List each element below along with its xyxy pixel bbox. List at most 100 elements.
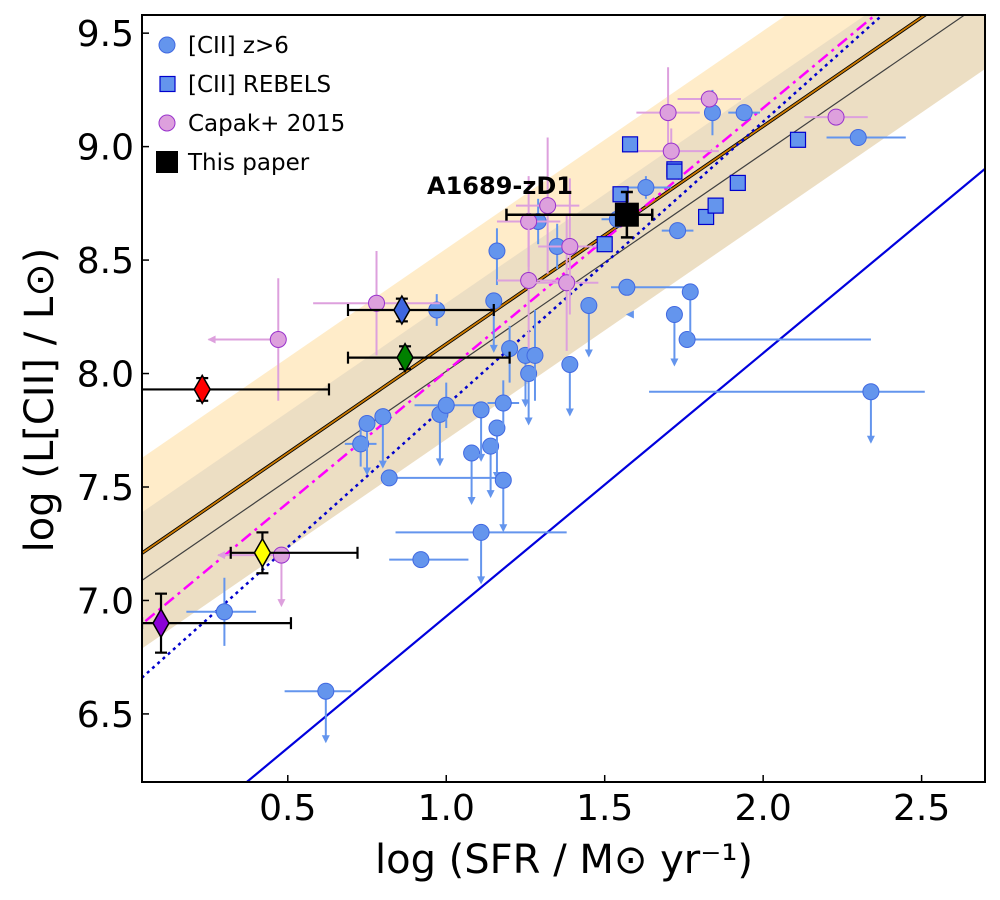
marker-capak (539, 197, 557, 215)
x-tick-label: 2.0 (735, 788, 792, 829)
relation-line-1 (142, 15, 966, 582)
marker-capak (520, 272, 538, 289)
point-cii-z6 (380, 469, 501, 487)
marker-rebels (596, 236, 613, 253)
marker-cii-z6 (317, 682, 335, 700)
marker-cii-z6 (437, 396, 455, 414)
arrow-head (477, 453, 486, 462)
marker-cii-z6 (669, 222, 687, 240)
point-cii-z6 (665, 306, 683, 367)
point-cii-z6 (561, 355, 579, 417)
point-cii-z6 (395, 523, 567, 585)
legend-entry: [CII] z>6 (158, 33, 289, 59)
point-rebels (729, 174, 746, 192)
legend-label: [CII] REBELS (188, 72, 331, 98)
point-cii-z6 (374, 408, 392, 469)
legend-marker (159, 75, 176, 93)
point-this-paper (505, 190, 654, 239)
arrow-head (378, 460, 387, 469)
x-tick-label: 0.5 (259, 788, 316, 829)
point-cii-z6 (463, 444, 481, 505)
marker-cii-z6 (380, 469, 398, 487)
marker-cii-z6 (561, 355, 579, 373)
confidence-bands (142, 15, 985, 649)
marker-rebels (729, 174, 746, 192)
marker-cii-z6 (580, 296, 598, 314)
relation-line-0 (142, 15, 927, 555)
band-1 (142, 15, 985, 649)
marker-capak (561, 237, 579, 255)
point-diamond (142, 373, 331, 405)
point-capak (677, 90, 741, 108)
point-rebels (596, 236, 613, 253)
point-cii-z6 (358, 414, 376, 476)
arrow-head (584, 349, 593, 358)
point-cii-z6 (620, 176, 672, 199)
annotation-a1689: A1689-zD1 (427, 172, 573, 200)
legend-label: [CII] z>6 (188, 33, 289, 59)
point-diamond (229, 531, 359, 575)
marker-cii-z6 (488, 242, 506, 260)
marker-cii-z6 (358, 414, 376, 432)
point-cii-z6 (681, 283, 699, 344)
marker-cii-z6 (520, 365, 538, 383)
point-capak (313, 251, 440, 356)
point-rebels (789, 131, 807, 148)
arrow-head (277, 599, 286, 608)
point-cii-z6 (520, 365, 538, 426)
marker-cii-z6 (618, 278, 636, 296)
arrow-head (321, 735, 330, 744)
arrow-head (363, 467, 372, 476)
point-diamond (142, 592, 293, 654)
point-capak (217, 546, 290, 608)
marker-cii-z6 (637, 178, 655, 196)
axes: 0.5 1.0 1.5 2.0 2.5 6.5 7.0 7.5 8.0 8.5 9.0 9.5 (77, 14, 951, 829)
point-cii-z6 (649, 383, 925, 444)
marker-rebels (789, 131, 807, 148)
arrow-head (866, 435, 875, 444)
marker-capak (662, 142, 680, 160)
marker-diamond (152, 607, 170, 639)
marker-diamond (393, 294, 411, 326)
arrow-head (486, 490, 495, 499)
y-tick-label: 7.0 (77, 581, 134, 622)
marker-cii-z6 (488, 419, 506, 437)
point-cii-z6 (487, 380, 520, 426)
marker-capak (827, 108, 845, 126)
arrow-head (524, 417, 533, 426)
x-axis-label: log (SFR / M⊙ yr⁻¹) (375, 837, 753, 883)
marker-rebels (621, 136, 639, 153)
point-cii-z6 (389, 551, 469, 569)
point-rebels (621, 136, 639, 153)
marker-rebels (666, 163, 683, 180)
relation-lines (142, 15, 985, 782)
marker-this-paper (614, 202, 639, 227)
x-tick-label: 1.5 (576, 788, 633, 829)
marker-capak (272, 546, 290, 564)
point-diamond (346, 294, 495, 326)
marker-rebels (707, 197, 724, 214)
marker-capak (700, 90, 718, 108)
point-capak (207, 278, 287, 401)
arrow-head (489, 344, 498, 353)
marker-cii-z6 (678, 331, 696, 348)
point-cii-z6 (488, 228, 506, 286)
point-diamond (346, 342, 511, 374)
marker-cii-z6 (482, 437, 500, 455)
point-cii-z6 (414, 382, 478, 428)
marker-diamond (193, 373, 212, 405)
arrow-head (670, 358, 679, 367)
arrow-head (521, 399, 530, 408)
marker-cii-z6 (681, 283, 699, 301)
legend-marker (156, 151, 178, 173)
y-tick-label: 9.5 (77, 14, 134, 55)
arrow-head (477, 576, 486, 585)
point-cii-z6 (284, 682, 352, 744)
point-capak (636, 67, 700, 158)
point-capak (515, 137, 580, 274)
marker-cii-z6 (374, 408, 392, 426)
x-tick-label: 2.5 (893, 788, 950, 829)
y-axis-label: log (L[CII] / L⊙) (17, 248, 63, 553)
point-rebels (666, 163, 683, 180)
